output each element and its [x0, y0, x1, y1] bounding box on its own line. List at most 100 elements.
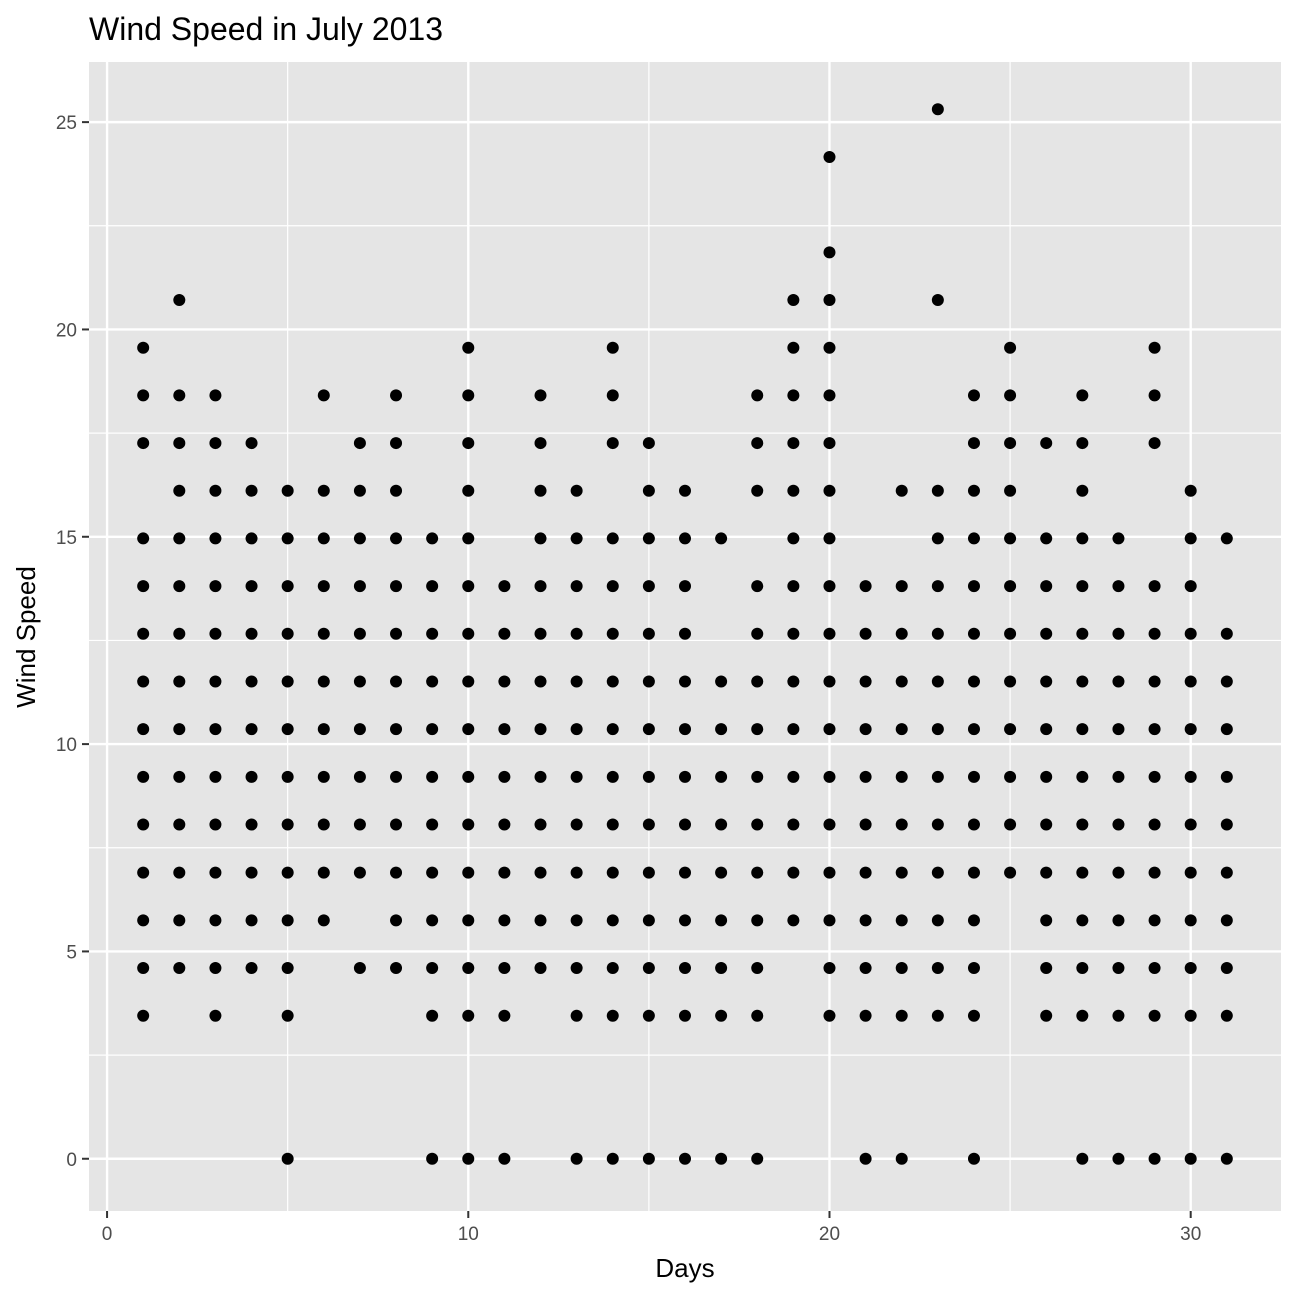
data-point: [787, 627, 800, 640]
data-point: [1184, 818, 1197, 831]
data-point: [1184, 962, 1197, 975]
x-axis: 0 10 20 30: [102, 1211, 1201, 1245]
data-point: [570, 914, 583, 927]
data-point: [1004, 627, 1017, 640]
data-point: [787, 914, 800, 927]
data-point: [498, 1009, 511, 1022]
data-point: [173, 914, 186, 927]
data-point: [1148, 580, 1161, 593]
data-point: [823, 627, 836, 640]
data-point: [715, 723, 728, 736]
data-point: [859, 962, 872, 975]
data-point: [462, 962, 475, 975]
data-point: [1076, 962, 1089, 975]
data-point: [462, 627, 475, 640]
data-point: [823, 246, 836, 259]
data-point: [679, 866, 691, 879]
data-point: [823, 484, 836, 497]
data-point: [751, 866, 764, 879]
data-point: [353, 770, 366, 783]
data-point: [390, 484, 403, 497]
data-point: [859, 627, 872, 640]
x-tick-label: 0: [102, 1224, 113, 1245]
data-point: [931, 723, 944, 736]
data-point: [173, 723, 186, 736]
data-point: [1076, 532, 1089, 545]
data-point: [642, 627, 655, 640]
data-point: [390, 962, 403, 975]
y-axis-title: Wind Speed: [11, 566, 41, 708]
data-point: [1148, 341, 1161, 354]
data-point: [642, 914, 655, 927]
data-point: [462, 1009, 475, 1022]
data-point: [281, 484, 294, 497]
data-point: [787, 484, 800, 497]
data-point: [426, 914, 439, 927]
data-point: [931, 580, 944, 593]
data-point: [245, 675, 258, 688]
data-point: [1184, 675, 1197, 688]
data-point: [390, 437, 403, 450]
data-point: [353, 627, 366, 640]
data-point: [390, 770, 403, 783]
data-point: [281, 627, 294, 640]
data-point: [137, 914, 150, 927]
data-point: [1220, 532, 1233, 545]
data-point: [895, 962, 908, 975]
data-point: [534, 962, 547, 975]
data-point: [534, 818, 547, 831]
data-point: [426, 818, 439, 831]
data-point: [426, 962, 439, 975]
data-point: [967, 914, 980, 927]
data-point: [1220, 675, 1233, 688]
data-point: [606, 1009, 619, 1022]
data-point: [462, 484, 475, 497]
data-point: [281, 580, 294, 593]
data-point: [967, 580, 980, 593]
data-point: [534, 580, 547, 593]
data-point: [1148, 627, 1161, 640]
data-point: [570, 770, 583, 783]
data-point: [173, 818, 186, 831]
data-point: [245, 914, 258, 927]
data-point: [570, 818, 583, 831]
data-point: [715, 914, 728, 927]
data-point: [967, 1009, 980, 1022]
data-point: [353, 675, 366, 688]
data-point: [642, 532, 655, 545]
data-point: [751, 484, 764, 497]
data-point: [534, 723, 547, 736]
data-point: [1076, 723, 1089, 736]
data-point: [137, 866, 150, 879]
data-point: [426, 723, 439, 736]
data-point: [462, 389, 475, 402]
data-point: [606, 866, 619, 879]
data-point: [679, 484, 691, 497]
data-point: [570, 1009, 583, 1022]
data-point: [1148, 914, 1161, 927]
data-point: [787, 818, 800, 831]
data-point: [1076, 389, 1089, 402]
data-point: [1184, 866, 1197, 879]
data-point: [606, 532, 619, 545]
data-point: [606, 962, 619, 975]
data-point: [317, 914, 330, 927]
data-point: [173, 484, 186, 497]
data-point: [1184, 723, 1197, 736]
data-point: [209, 818, 222, 831]
data-point: [426, 866, 439, 879]
data-point: [498, 723, 511, 736]
data-point: [1112, 914, 1125, 927]
data-point: [606, 389, 619, 402]
data-point: [1004, 341, 1017, 354]
data-point: [823, 580, 836, 593]
data-point: [679, 818, 691, 831]
data-point: [1004, 770, 1017, 783]
data-point: [679, 770, 691, 783]
data-point: [715, 532, 728, 545]
data-point: [462, 580, 475, 593]
data-point: [1040, 866, 1053, 879]
data-point: [353, 723, 366, 736]
data-point: [895, 627, 908, 640]
data-point: [137, 1009, 150, 1022]
